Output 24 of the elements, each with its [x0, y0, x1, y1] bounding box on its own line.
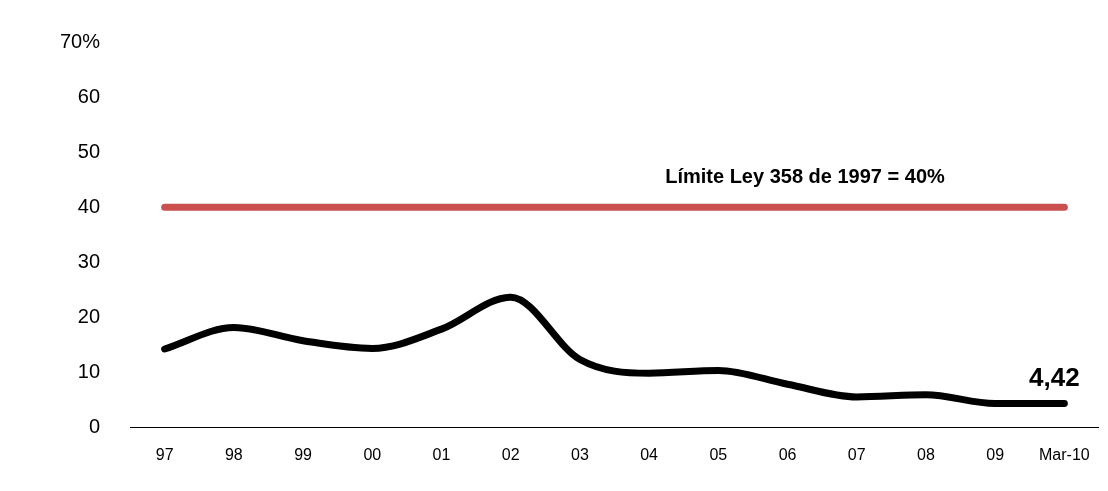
x-tick-label: 99 — [294, 445, 313, 463]
y-tick-label: 10 — [77, 360, 101, 383]
x-tick-label: 03 — [571, 445, 589, 463]
x-tick-label: 06 — [778, 445, 797, 463]
x-tick-label: 07 — [847, 445, 866, 463]
ref-line-label: Límite Ley 358 de 1997 = 40% — [665, 164, 946, 187]
x-tick-label: 08 — [917, 445, 935, 463]
x-tick-label: 09 — [986, 445, 1005, 463]
y-tick-label: 30 — [77, 249, 101, 272]
x-tick-label: 00 — [363, 445, 382, 463]
y-tick-label: 60 — [77, 84, 101, 107]
x-tick-label: Mar-10 — [1039, 445, 1090, 463]
x-tick-label: 04 — [640, 445, 659, 463]
data-label: 4,42 — [1029, 361, 1080, 392]
y-tick-label: 0 — [88, 415, 101, 438]
y-tick-label: 50 — [77, 139, 101, 162]
y-tick-label: 20 — [77, 305, 101, 328]
x-tick-label: 01 — [432, 445, 451, 463]
y-tick-label: 40 — [77, 194, 101, 217]
x-tick-label: 02 — [501, 445, 520, 463]
y-tick-label: 70% — [60, 29, 101, 52]
x-tick-label: 05 — [709, 445, 728, 463]
x-tick-label: 98 — [224, 445, 243, 463]
x-tick-label: 97 — [155, 445, 174, 463]
